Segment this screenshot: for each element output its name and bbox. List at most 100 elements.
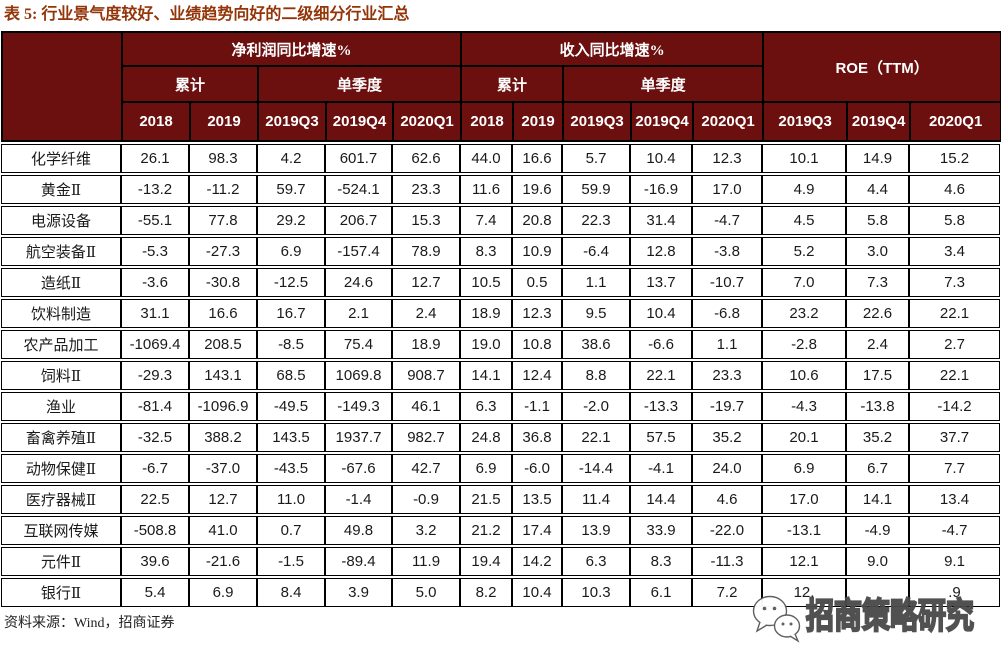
value-cell: 9.0 [846, 547, 909, 576]
value-cell: 7.3 [909, 268, 1000, 297]
value-cell: 35.2 [692, 423, 762, 452]
value-cell: 1069.8 [325, 361, 392, 390]
value-cell: 15.2 [909, 144, 1000, 173]
table-row: 渔业 -81.4 -1096.9 -49.5 -149.3 46.1 6.3 -… [1, 392, 1000, 421]
year-header: 2018 [460, 101, 515, 142]
value-cell: 4.6 [692, 485, 762, 514]
value-cell: 44.0 [460, 144, 512, 173]
value-cell: 5.2 [762, 237, 846, 266]
value-cell: 19.4 [460, 547, 512, 576]
value-cell: -0.9 [392, 485, 460, 514]
value-cell: 7.7 [909, 454, 1000, 483]
value-cell: 17.5 [846, 361, 909, 390]
value-cell: 22.3 [562, 206, 630, 235]
value-cell: 78.9 [392, 237, 460, 266]
subheader-np-quarter: 单季度 [256, 65, 463, 103]
value-cell: -13.2 [121, 175, 189, 204]
value-cell: 13.5 [512, 485, 562, 514]
value-cell: 7.2 [692, 578, 762, 607]
value-cell: 36.8 [512, 423, 562, 452]
value-cell: 21.5 [460, 485, 512, 514]
value-cell: -49.5 [257, 392, 325, 421]
value-cell: 5.4 [121, 578, 189, 607]
value-cell: 12.7 [392, 268, 460, 297]
table-row: 农产品加工 -1069.4 208.5 -8.5 75.4 18.9 19.0 … [1, 330, 1000, 359]
value-cell: 12. [762, 578, 846, 607]
value-cell: -14.2 [909, 392, 1000, 421]
value-cell: 23.2 [762, 299, 846, 328]
value-cell: -1096.9 [189, 392, 257, 421]
year-header: 2019Q3 [562, 101, 633, 142]
industry-name-cell: 饲料Ⅱ [1, 361, 121, 390]
value-cell: 0.7 [257, 516, 325, 545]
value-cell: 4.5 [762, 206, 846, 235]
value-cell: 23.3 [692, 361, 762, 390]
value-cell: 7.0 [762, 268, 846, 297]
value-cell: -157.4 [325, 237, 392, 266]
value-cell: 0.5 [512, 268, 562, 297]
value-cell: -13.3 [630, 392, 692, 421]
value-cell: 12.7 [189, 485, 257, 514]
table-row: 动物保健Ⅱ -6.7 -37.0 -43.5 -67.6 42.7 6.9 -6… [1, 454, 1000, 483]
value-cell: 10.6 [762, 361, 846, 390]
value-cell: 143.1 [189, 361, 257, 390]
table-row: 造纸Ⅱ -3.6 -30.8 -12.5 24.6 12.7 10.5 0.5 … [1, 268, 1000, 297]
value-cell: -22.0 [692, 516, 762, 545]
industry-name-cell: 化学纤维 [1, 144, 121, 173]
value-cell: -6.6 [630, 330, 692, 359]
value-cell: 59.9 [562, 175, 630, 204]
value-cell: 908.7 [392, 361, 460, 390]
industry-column-header [1, 31, 123, 142]
value-cell: -32.5 [121, 423, 189, 452]
industry-name-cell: 航空装备Ⅱ [1, 237, 121, 266]
value-cell: 9.1 [909, 547, 1000, 576]
subheader-np-cumulative: 累计 [121, 65, 259, 103]
value-cell: 143.5 [257, 423, 325, 452]
value-cell: 37.7 [909, 423, 1000, 452]
value-cell: 5.0 [392, 578, 460, 607]
value-cell: 22.5 [121, 485, 189, 514]
value-cell: 10.5 [460, 268, 512, 297]
value-cell: 39.6 [121, 547, 189, 576]
value-cell: 1.1 [562, 268, 630, 297]
value-cell: -67.6 [325, 454, 392, 483]
value-cell: 21.2 [460, 516, 512, 545]
industry-name-cell: 互联网传媒 [1, 516, 121, 545]
value-cell: -2.0 [562, 392, 630, 421]
value-cell: 601.7 [325, 144, 392, 173]
value-cell: 8.3 [630, 547, 692, 576]
value-cell: -6.8 [692, 299, 762, 328]
value-cell: 31.4 [630, 206, 692, 235]
value-cell: 18.9 [392, 330, 460, 359]
value-cell: 13.9 [562, 516, 630, 545]
value-cell: 5.7 [562, 144, 630, 173]
value-cell: -6.7 [121, 454, 189, 483]
value-cell: 26.1 [121, 144, 189, 173]
value-cell: 206.7 [325, 206, 392, 235]
table-row: 互联网传媒 -508.8 41.0 0.7 49.8 3.2 21.2 17.4… [1, 516, 1000, 545]
value-cell: -1.5 [257, 547, 325, 576]
value-cell: 17.0 [692, 175, 762, 204]
value-cell: 20.8 [512, 206, 562, 235]
value-cell: -4.3 [762, 392, 846, 421]
value-cell: -4.1 [630, 454, 692, 483]
value-cell: -5.3 [121, 237, 189, 266]
value-cell: 10.8 [512, 330, 562, 359]
value-cell: 24.8 [460, 423, 512, 452]
value-cell: 7.4 [460, 206, 512, 235]
year-header: 2019 [512, 101, 565, 142]
value-cell: -12.5 [257, 268, 325, 297]
value-cell: -27.3 [189, 237, 257, 266]
value-cell: 68.5 [257, 361, 325, 390]
value-cell: 1937.7 [325, 423, 392, 452]
value-cell: 3.4 [909, 237, 1000, 266]
value-cell: 9.5 [562, 299, 630, 328]
value-cell: -11.3 [692, 547, 762, 576]
value-cell: 11.0 [257, 485, 325, 514]
value-cell: 8.8 [562, 361, 630, 390]
value-cell: -1.1 [512, 392, 562, 421]
subheader-rev-cumulative: 累计 [460, 65, 565, 103]
industry-name-cell: 农产品加工 [1, 330, 121, 359]
value-cell: 57.5 [630, 423, 692, 452]
